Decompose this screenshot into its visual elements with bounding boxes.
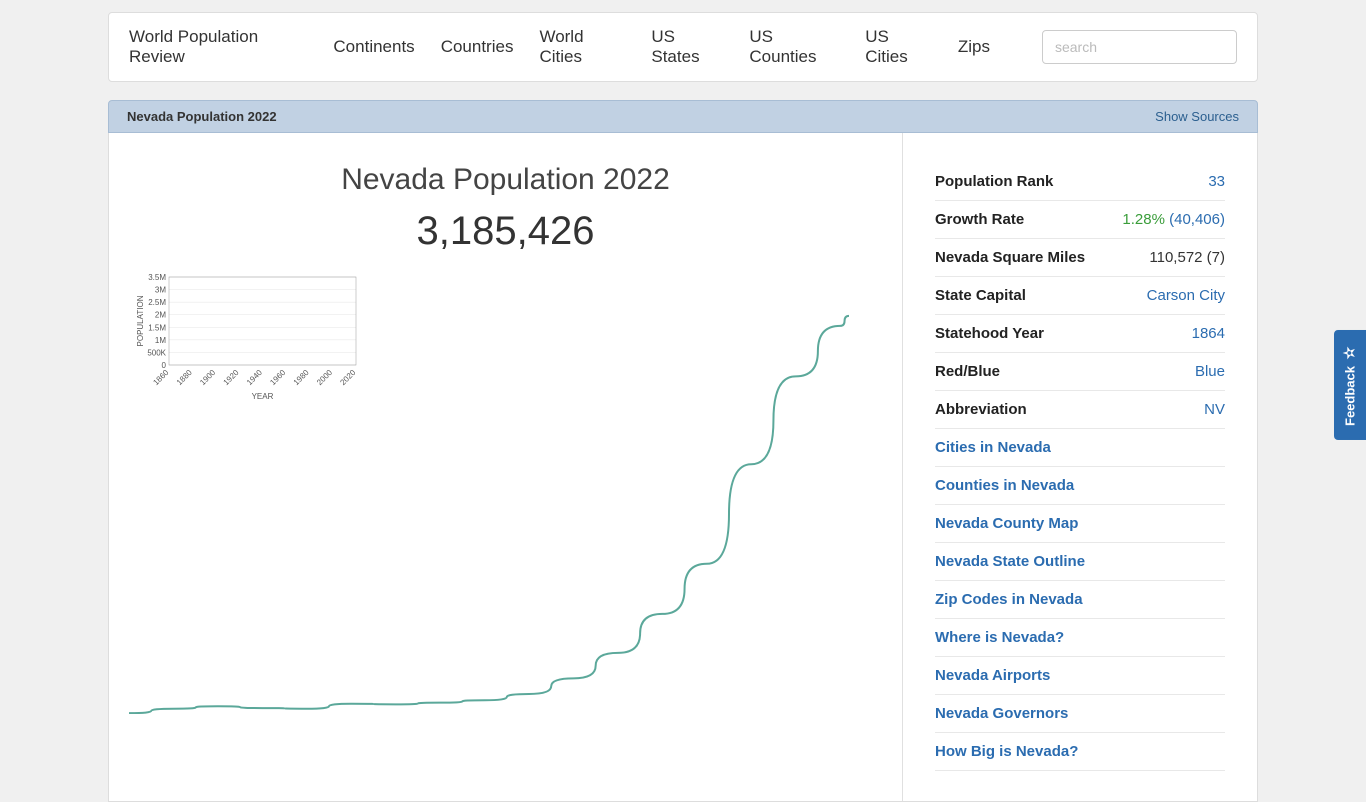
fact-value[interactable]: 1864 bbox=[1192, 325, 1225, 342]
fact-row: Statehood Year 1864 bbox=[935, 315, 1225, 353]
search-input[interactable] bbox=[1042, 30, 1237, 64]
svg-text:2020: 2020 bbox=[338, 368, 357, 387]
svg-text:YEAR: YEAR bbox=[252, 392, 274, 401]
nav-link-us-states[interactable]: US States bbox=[651, 27, 723, 67]
svg-text:1880: 1880 bbox=[175, 368, 194, 387]
sidebar-link[interactable]: Where is Nevada? bbox=[935, 619, 1225, 657]
sidebar-link[interactable]: Nevada County Map bbox=[935, 505, 1225, 543]
svg-text:2M: 2M bbox=[155, 311, 166, 320]
nav-link-us-counties[interactable]: US Counties bbox=[749, 27, 839, 67]
fact-row: Abbreviation NV bbox=[935, 391, 1225, 429]
nav-link-countries[interactable]: Countries bbox=[441, 37, 514, 57]
page-container: World Population Review Continents Count… bbox=[108, 0, 1258, 802]
fact-label: Red/Blue bbox=[935, 363, 1000, 380]
chart-title: Nevada Population 2022 bbox=[129, 163, 882, 197]
svg-text:POPULATION: POPULATION bbox=[136, 295, 145, 346]
fact-label: Nevada Square Miles bbox=[935, 249, 1085, 266]
svg-text:1960: 1960 bbox=[268, 368, 287, 387]
main-column: Nevada Population 2022 3,185,426 0500K1M… bbox=[109, 133, 902, 801]
fact-label: Statehood Year bbox=[935, 325, 1044, 342]
svg-text:3M: 3M bbox=[155, 286, 166, 295]
page-title: Nevada Population 2022 bbox=[127, 109, 277, 124]
svg-text:2.5M: 2.5M bbox=[148, 298, 166, 307]
sidebar-link[interactable]: Nevada State Outline bbox=[935, 543, 1225, 581]
sidebar-link[interactable]: Zip Codes in Nevada bbox=[935, 581, 1225, 619]
show-sources-link[interactable]: Show Sources bbox=[1155, 109, 1239, 124]
svg-text:1900: 1900 bbox=[198, 368, 217, 387]
sidebar-link[interactable]: How Big is Nevada? bbox=[935, 733, 1225, 771]
svg-text:3.5M: 3.5M bbox=[148, 273, 166, 282]
svg-text:1.5M: 1.5M bbox=[148, 323, 166, 332]
population-value: 3,185,426 bbox=[129, 209, 882, 254]
feedback-label: Feedback bbox=[1343, 366, 1358, 426]
sidebar-link[interactable]: Nevada Governors bbox=[935, 695, 1225, 733]
sidebar-link[interactable]: Nevada Airports bbox=[935, 657, 1225, 695]
fact-label: Abbreviation bbox=[935, 401, 1027, 418]
fact-row: Growth Rate 1.28% (40,406) bbox=[935, 201, 1225, 239]
fact-value: 110,572 (7) bbox=[1149, 249, 1225, 266]
fact-label: Growth Rate bbox=[935, 211, 1024, 228]
fact-value: 1.28% (40,406) bbox=[1122, 211, 1225, 228]
fact-row: Nevada Square Miles 110,572 (7) bbox=[935, 239, 1225, 277]
star-icon: ✫ bbox=[1342, 344, 1358, 360]
fact-row: Red/Blue Blue bbox=[935, 353, 1225, 391]
fact-row: Population Rank 33 bbox=[935, 163, 1225, 201]
fact-value[interactable]: 33 bbox=[1208, 173, 1225, 190]
svg-text:1860: 1860 bbox=[151, 368, 170, 387]
feedback-button[interactable]: Feedback ✫ bbox=[1334, 330, 1366, 440]
mini-chart: 0500K1M1.5M2M2.5M3M3.5M18601880190019201… bbox=[131, 273, 361, 403]
sidebar: Population Rank 33 Growth Rate 1.28% (40,40… bbox=[902, 133, 1257, 801]
sidebar-link[interactable]: Counties in Nevada bbox=[935, 467, 1225, 505]
nav-link-wpr[interactable]: World Population Review bbox=[129, 27, 307, 67]
nav-link-us-cities[interactable]: US Cities bbox=[865, 27, 932, 67]
svg-text:1980: 1980 bbox=[292, 368, 311, 387]
svg-text:1M: 1M bbox=[155, 336, 166, 345]
fact-row: State Capital Carson City bbox=[935, 277, 1225, 315]
fact-value[interactable]: Carson City bbox=[1147, 287, 1225, 304]
fact-label: State Capital bbox=[935, 287, 1026, 304]
fact-value[interactable]: NV bbox=[1204, 401, 1225, 418]
svg-text:500K: 500K bbox=[147, 348, 166, 357]
svg-text:1940: 1940 bbox=[245, 368, 264, 387]
fact-label: Population Rank bbox=[935, 173, 1053, 190]
svg-text:1920: 1920 bbox=[222, 368, 241, 387]
sidebar-link[interactable]: Cities in Nevada bbox=[935, 429, 1225, 467]
page-header: Nevada Population 2022 Show Sources bbox=[108, 100, 1258, 133]
nav-link-zips[interactable]: Zips bbox=[958, 37, 990, 57]
content: Nevada Population 2022 3,185,426 0500K1M… bbox=[108, 133, 1258, 802]
fact-value[interactable]: Blue bbox=[1195, 363, 1225, 380]
svg-text:2000: 2000 bbox=[315, 368, 334, 387]
nav-link-world-cities[interactable]: World Cities bbox=[539, 27, 625, 67]
top-nav: World Population Review Continents Count… bbox=[108, 12, 1258, 82]
nav-link-continents[interactable]: Continents bbox=[333, 37, 414, 57]
